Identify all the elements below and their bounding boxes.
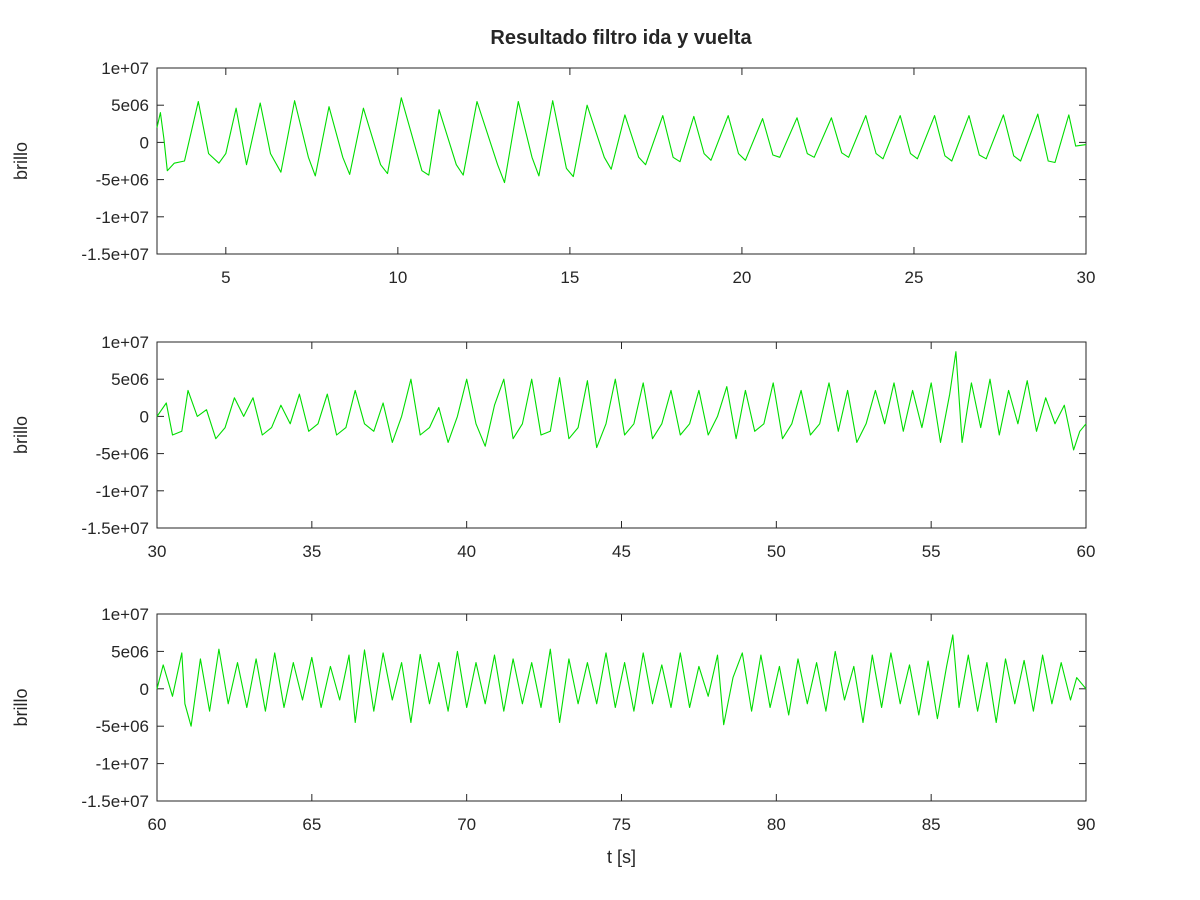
panels: 1e+07 5e06 0 -5e+06 -1e+07 -1.5e+07 5 10 15 20 25 3… (11, 59, 1095, 867)
y-tick-label: -1e+07 (96, 482, 149, 501)
x-tick-label: 30 (1077, 268, 1096, 287)
x-tick-label: 5 (221, 268, 230, 287)
panel-2: 1e+07 5e06 0 -5e+06 -1e+07 -1.5e+07 30 35 40 45 50… (11, 333, 1095, 561)
x-axis-label: t [s] (607, 847, 636, 867)
series-line-1 (156, 634, 1087, 727)
chart-title: Resultado filtro ida y vuelta (490, 27, 752, 49)
panel-frame (156, 613, 1087, 802)
y-tick-label: -1e+07 (96, 208, 149, 227)
y-tick-label: -1e+07 (96, 755, 149, 774)
x-tick-label: 70 (457, 815, 476, 834)
y-tick-label: -1.5e+07 (81, 519, 149, 538)
x-tick-label: 90 (1077, 815, 1096, 834)
panel-3: 1e+07 5e06 0 -5e+06 -1e+07 -1.5e+07 60 65 70 75 80… (11, 605, 1095, 867)
panel-frame (156, 341, 1087, 529)
y-tick-label: 0 (140, 133, 149, 152)
x-tick-label: 35 (302, 542, 321, 561)
y-tick-label: 0 (140, 680, 149, 699)
x-tick-label: 20 (732, 268, 751, 287)
y-axis-label: brillo (11, 416, 31, 454)
x-tick-label: 15 (560, 268, 579, 287)
y-tick-label: 5e06 (111, 96, 149, 115)
y-axis-label: brillo (11, 142, 31, 180)
y-tick-label: 0 (140, 407, 149, 426)
y-tick-label: 1e+07 (101, 333, 149, 352)
x-tick-label: 50 (767, 542, 786, 561)
x-tick-label: 65 (302, 815, 321, 834)
y-tick-label: -1.5e+07 (81, 245, 149, 264)
panel-frame (156, 67, 1087, 255)
y-tick-label: 1e+07 (101, 59, 149, 78)
y-tick-label: -5e+06 (96, 445, 149, 464)
series-line-1 (156, 351, 1087, 451)
y-tick-label: 5e06 (111, 370, 149, 389)
y-tick-label: -5e+06 (96, 717, 149, 736)
y-tick-label: 5e06 (111, 642, 149, 661)
x-tick-label: 55 (922, 542, 941, 561)
series-line-1 (156, 97, 1087, 184)
x-tick-label: 60 (148, 815, 167, 834)
panel-1: 1e+07 5e06 0 -5e+06 -1e+07 -1.5e+07 5 10 15 20 25 3… (11, 59, 1095, 287)
x-tick-label: 75 (612, 815, 631, 834)
y-tick-label: 1e+07 (101, 605, 149, 624)
x-tick-label: 85 (922, 815, 941, 834)
x-tick-label: 60 (1077, 542, 1096, 561)
y-axis-label: brillo (11, 688, 31, 726)
x-tick-label: 80 (767, 815, 786, 834)
y-tick-label: -5e+06 (96, 171, 149, 190)
x-tick-label: 25 (905, 268, 924, 287)
x-tick-label: 40 (457, 542, 476, 561)
x-tick-label: 30 (148, 542, 167, 561)
y-tick-label: -1.5e+07 (81, 792, 149, 811)
x-tick-label: 45 (612, 542, 631, 561)
x-tick-label: 10 (388, 268, 407, 287)
